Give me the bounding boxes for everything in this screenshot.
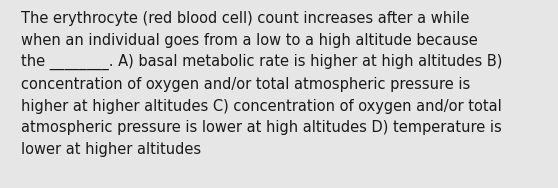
Text: The erythrocyte (red blood cell) count increases after a while
when an individua: The erythrocyte (red blood cell) count i…	[21, 11, 502, 157]
